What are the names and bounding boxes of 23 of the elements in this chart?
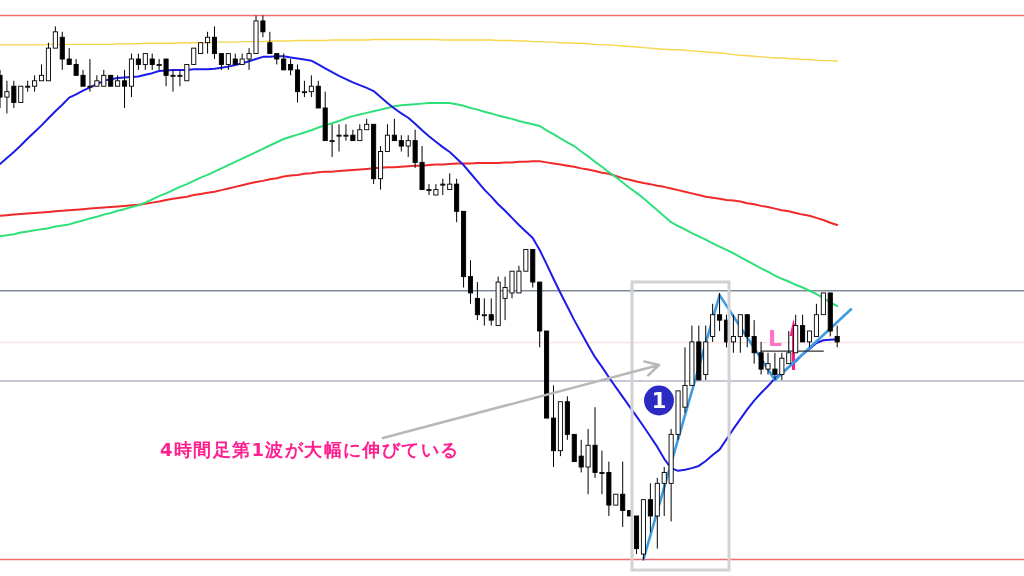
candlestick: [834, 325, 840, 348]
candlestick: [647, 482, 653, 533]
annotation: 4時間足第1波が大幅に伸びている: [160, 439, 458, 460]
annotation: 1: [651, 389, 667, 413]
candlestick: [730, 314, 736, 354]
candlestick: [820, 292, 826, 316]
candlestick: [481, 297, 487, 327]
candlestick: [710, 303, 716, 343]
candlestick: [737, 314, 743, 354]
candlestick: [800, 314, 806, 343]
candlestick: [211, 25, 218, 60]
candlestick: [52, 25, 58, 49]
candlestick: [467, 259, 474, 305]
annotation: L: [767, 326, 783, 351]
candlestick: [308, 74, 314, 98]
candlestick: [717, 292, 723, 332]
candlestick: [294, 63, 301, 104]
candlestick: [474, 281, 480, 321]
candlestick: [384, 123, 390, 152]
candlestick: [813, 303, 819, 337]
candlestick: [205, 31, 211, 55]
candlestick: [122, 69, 128, 109]
candlestick: [391, 118, 397, 142]
